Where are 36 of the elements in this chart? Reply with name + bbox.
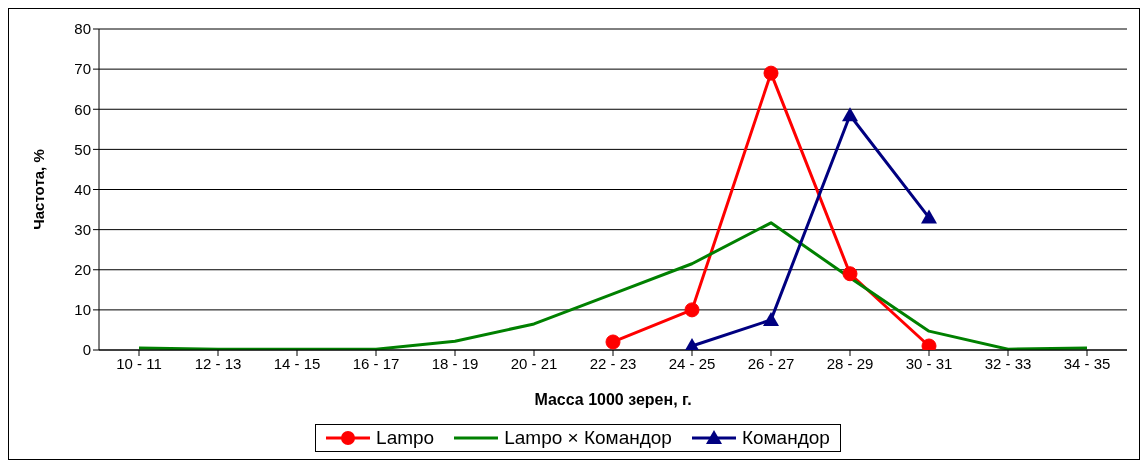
point xyxy=(763,311,779,326)
y-tick-label: 40 xyxy=(74,180,91,198)
point xyxy=(763,65,779,81)
legend-label: Lampo × Командор xyxy=(504,427,672,449)
x-tick-label: 30 - 31 xyxy=(905,354,953,372)
y-axis-title: Частота, % xyxy=(30,149,48,230)
legend-label: Командор xyxy=(741,427,830,449)
point xyxy=(842,107,858,122)
x-tick-label: 22 - 23 xyxy=(589,354,637,372)
x-tick-label: 32 - 33 xyxy=(984,354,1032,372)
x-tick-label: 16 - 17 xyxy=(352,354,400,372)
legend-label: Lampo xyxy=(376,427,435,449)
y-tick-label: 70 xyxy=(74,60,91,78)
x-tick-label: 34 - 35 xyxy=(1063,354,1111,372)
y-tick-label: 30 xyxy=(74,220,91,238)
y-tick-label: 20 xyxy=(74,261,91,279)
x-tick-label: 18 - 19 xyxy=(431,354,479,372)
y-tick-label: 50 xyxy=(74,140,91,158)
y-tick-label: 80 xyxy=(74,20,91,38)
y-tick-label: 10 xyxy=(74,301,91,319)
x-axis-title: Масса 1000 зерен, г. xyxy=(534,391,692,408)
line-series xyxy=(137,221,1089,350)
x-tick-label: 14 - 15 xyxy=(273,354,321,372)
point xyxy=(921,209,937,224)
x-tick-label: 20 - 21 xyxy=(510,354,558,372)
y-tick-label: 60 xyxy=(74,100,91,118)
x-tick-label: 24 - 25 xyxy=(668,354,716,372)
x-tick-label: 12 - 13 xyxy=(194,354,242,372)
point xyxy=(684,302,700,318)
x-tick-label: 10 - 11 xyxy=(116,354,162,372)
y-tick-label: 0 xyxy=(82,341,91,359)
x-tick-label: 26 - 27 xyxy=(747,354,795,372)
x-tick-label: 28 - 29 xyxy=(826,354,874,372)
point xyxy=(921,338,937,350)
point xyxy=(605,334,621,350)
point xyxy=(842,266,858,282)
